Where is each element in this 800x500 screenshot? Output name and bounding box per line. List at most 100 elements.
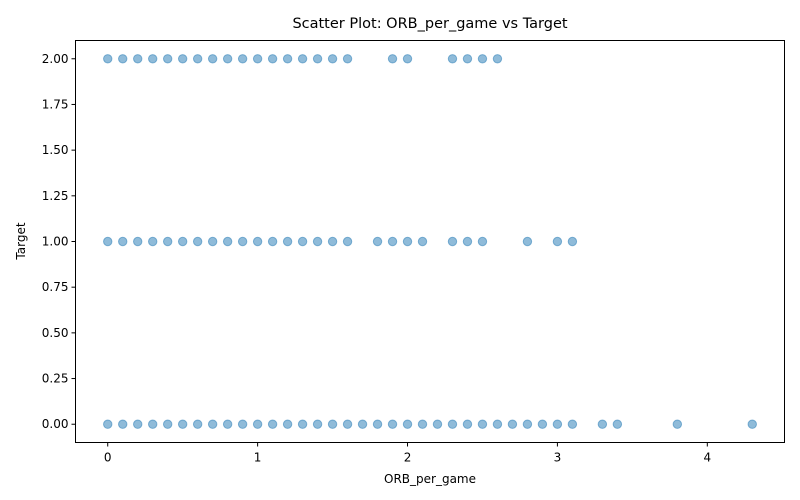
data-point xyxy=(462,54,473,64)
data-point xyxy=(567,419,578,429)
data-point xyxy=(402,236,413,247)
data-point xyxy=(103,419,113,429)
data-point xyxy=(297,54,308,64)
data-point xyxy=(237,54,248,64)
data-point xyxy=(297,236,308,247)
y-tick-label: 0.25 xyxy=(42,372,69,386)
data-point xyxy=(192,419,203,429)
x-tick-label: 3 xyxy=(554,451,562,465)
data-point xyxy=(447,236,458,247)
data-point xyxy=(162,236,173,247)
data-point xyxy=(477,236,488,247)
y-tick-label: 1.25 xyxy=(42,189,69,203)
data-point xyxy=(148,236,158,247)
data-point xyxy=(372,236,383,247)
data-point xyxy=(492,54,503,64)
data-point xyxy=(612,419,623,429)
data-point xyxy=(133,419,143,429)
x-tick-label: 0 xyxy=(104,451,112,465)
data-point xyxy=(118,419,128,429)
data-point xyxy=(118,54,128,64)
data-point xyxy=(342,236,353,247)
data-point xyxy=(477,54,488,64)
data-point xyxy=(537,419,548,429)
data-point xyxy=(267,236,278,247)
plot-frame xyxy=(75,40,785,443)
x-axis-title: ORB_per_game xyxy=(384,472,476,486)
y-axis-title: Target xyxy=(14,222,28,260)
data-point xyxy=(327,419,338,429)
data-point xyxy=(387,236,398,247)
data-point xyxy=(222,54,233,64)
y-axis-ticks: 0.00 0.25 0.50 0.75 1.00 1.25 1.50 1.75 2.00 xyxy=(42,52,76,431)
data-point xyxy=(387,54,398,64)
data-point xyxy=(252,419,263,429)
data-point xyxy=(462,419,473,429)
data-point xyxy=(432,419,443,429)
x-axis-ticks: 0 1 2 3 4 xyxy=(104,442,711,465)
data-point xyxy=(597,419,608,429)
y-tick-label: 1.75 xyxy=(42,97,69,111)
data-point xyxy=(357,419,368,429)
data-point xyxy=(492,419,503,429)
data-point xyxy=(252,54,263,64)
y-tick-label: 1.00 xyxy=(42,235,69,249)
data-point xyxy=(222,236,233,247)
data-point xyxy=(522,236,533,247)
data-point xyxy=(133,54,143,64)
data-point xyxy=(387,419,398,429)
data-point xyxy=(207,419,218,429)
data-point xyxy=(672,419,683,429)
data-point xyxy=(312,236,323,247)
data-point xyxy=(327,236,338,247)
data-point xyxy=(402,419,413,429)
data-point xyxy=(148,419,158,429)
x-tick-label: 1 xyxy=(254,451,262,465)
data-point xyxy=(207,236,218,247)
data-point xyxy=(327,54,338,64)
data-point xyxy=(447,419,458,429)
data-point xyxy=(237,419,248,429)
data-point xyxy=(312,54,323,64)
data-point xyxy=(282,236,293,247)
data-point xyxy=(133,236,143,247)
data-point xyxy=(207,54,218,64)
data-point xyxy=(177,419,188,429)
data-point xyxy=(162,54,173,64)
data-point xyxy=(282,419,293,429)
data-point xyxy=(267,54,278,64)
data-point xyxy=(282,54,293,64)
data-point xyxy=(267,419,278,429)
y-tick-label: 1.50 xyxy=(42,143,69,157)
data-point xyxy=(402,54,413,64)
data-point xyxy=(552,236,563,247)
data-point xyxy=(522,419,533,429)
data-point xyxy=(297,419,308,429)
data-point xyxy=(342,54,353,64)
data-point xyxy=(222,419,233,429)
data-point xyxy=(312,419,323,429)
x-tick-label: 2 xyxy=(404,451,412,465)
data-point xyxy=(177,236,188,247)
y-tick-label: 0.50 xyxy=(42,326,69,340)
data-point xyxy=(372,419,383,429)
data-point xyxy=(192,236,203,247)
data-point xyxy=(552,419,563,429)
data-point xyxy=(192,54,203,64)
data-point xyxy=(417,419,428,429)
data-point xyxy=(103,54,113,64)
data-point xyxy=(477,419,488,429)
chart-title: Scatter Plot: ORB_per_game vs Target xyxy=(292,16,567,32)
x-tick-label: 4 xyxy=(703,451,711,465)
y-tick-label: 2.00 xyxy=(42,52,69,66)
y-tick-label: 0.75 xyxy=(42,280,69,294)
y-tick-label: 0.00 xyxy=(42,417,69,431)
data-point xyxy=(177,54,188,64)
data-point xyxy=(447,54,458,64)
data-point xyxy=(118,236,128,247)
points-layer xyxy=(103,54,757,429)
data-point xyxy=(342,419,353,429)
data-point xyxy=(148,54,158,64)
